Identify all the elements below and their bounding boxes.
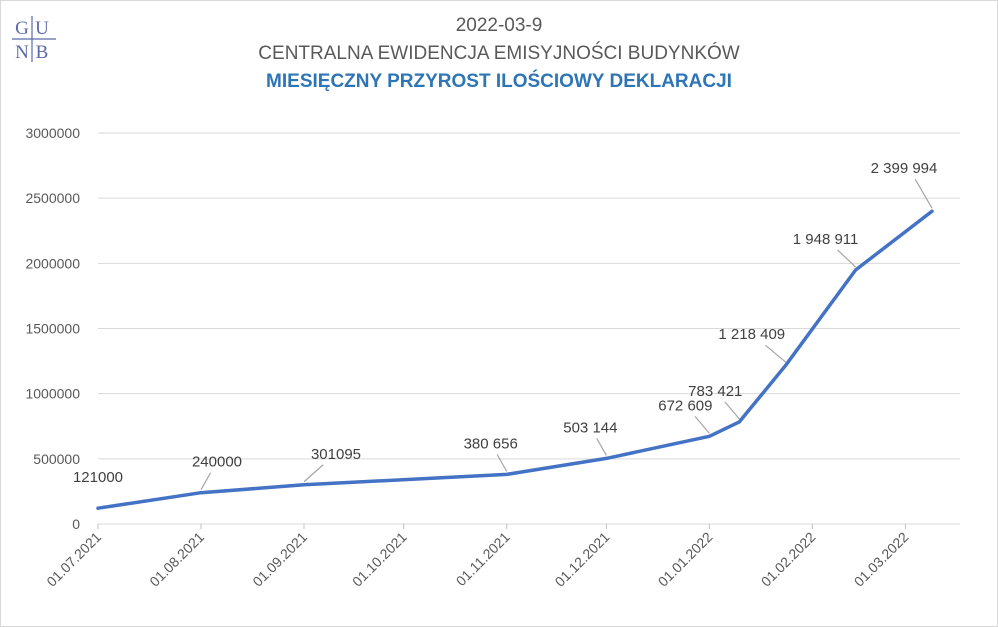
x-tick-label-3: 01.10.2021 bbox=[349, 529, 410, 590]
gunb-logo: G U N B bbox=[8, 12, 60, 64]
x-tick-label-2: 01.09.2021 bbox=[249, 529, 310, 590]
leader-5 bbox=[694, 415, 710, 434]
leader-3 bbox=[496, 454, 508, 472]
leader-2 bbox=[303, 464, 324, 483]
logo-letter-4: B bbox=[36, 42, 49, 63]
series-line bbox=[96, 209, 934, 510]
chart-subtitle: MIESIĘCZNY PRZYROST ILOŚCIOWY DEKLARACJI bbox=[266, 71, 732, 92]
data-label-8: 1 948 911 bbox=[793, 231, 859, 248]
label-leaders bbox=[200, 178, 933, 491]
x-tick-label-0: 01.07.2021 bbox=[43, 529, 104, 590]
leader-4 bbox=[596, 438, 607, 456]
x-tick-label-4: 01.11.2021 bbox=[453, 529, 513, 589]
x-tick-label-6: 01.01.2022 bbox=[655, 529, 716, 590]
data-label-2: 301095 bbox=[311, 446, 361, 463]
data-point-1 bbox=[199, 491, 203, 495]
y-tick-label-4: 2000000 bbox=[25, 255, 80, 271]
x-tick-label-7: 01.02.2022 bbox=[758, 529, 819, 590]
data-point-8 bbox=[854, 268, 858, 272]
leader-9 bbox=[914, 178, 933, 209]
y-axis-ticks: 0 500000 1000000 1500000 2000000 2500000 30000… bbox=[25, 125, 80, 532]
leader-1 bbox=[200, 472, 212, 491]
x-tick-label-8: 01.03.2022 bbox=[851, 529, 912, 590]
data-label-5: 672 609 bbox=[658, 397, 712, 414]
chart-date: 2022-03-9 bbox=[455, 15, 543, 36]
data-point-5 bbox=[707, 434, 711, 438]
x-axis: 01.07.2021 01.08.2021 01.09.2021 01.10.2021… bbox=[43, 523, 960, 590]
leader-8 bbox=[837, 249, 856, 268]
logo-letter-2: U bbox=[35, 18, 49, 39]
y-tick-label-5: 2500000 bbox=[25, 190, 80, 206]
logo-letter-1: G bbox=[15, 18, 29, 39]
data-label-6: 783 421 bbox=[688, 383, 742, 400]
y-tick-label-3: 1500000 bbox=[25, 321, 80, 337]
data-labels: 121000 240000 301095 380 656 503 144 672 6097… bbox=[73, 160, 937, 486]
y-tick-label-2: 1000000 bbox=[25, 386, 80, 402]
y-tick-label-0: 0 bbox=[72, 516, 80, 532]
logo-letter-3: N bbox=[15, 42, 29, 63]
x-tick-label-1: 01.08.2021 bbox=[146, 529, 207, 590]
data-point-6 bbox=[737, 420, 741, 424]
data-label-1: 240000 bbox=[192, 454, 242, 471]
data-point-0 bbox=[96, 506, 100, 510]
data-point-3 bbox=[505, 472, 509, 476]
data-point-4 bbox=[604, 456, 608, 460]
data-point-2 bbox=[302, 483, 306, 487]
data-label-4: 503 144 bbox=[563, 419, 617, 436]
leader-6 bbox=[724, 401, 740, 420]
x-tick-label-5: 01.12.2021 bbox=[552, 529, 613, 590]
chart-titles: 2022-03-9 CENTRALNA EWIDENCJA EMISYJNOŚC… bbox=[0, 12, 998, 96]
data-point-7 bbox=[784, 363, 788, 367]
data-label-3: 380 656 bbox=[464, 435, 518, 452]
y-tick-label-6: 3000000 bbox=[25, 125, 80, 141]
leader-7 bbox=[765, 344, 787, 363]
series-line-path bbox=[96, 209, 934, 510]
data-label-0: 121000 bbox=[73, 469, 123, 486]
data-label-9: 2 399 994 bbox=[871, 160, 938, 177]
chart-title: CENTRALNA EWIDENCJA EMISYJNOŚCI BUDYNKÓW bbox=[258, 43, 740, 64]
data-point-9 bbox=[930, 209, 934, 213]
y-tick-label-1: 500000 bbox=[33, 451, 80, 467]
data-label-7: 1 218 409 bbox=[718, 326, 785, 343]
